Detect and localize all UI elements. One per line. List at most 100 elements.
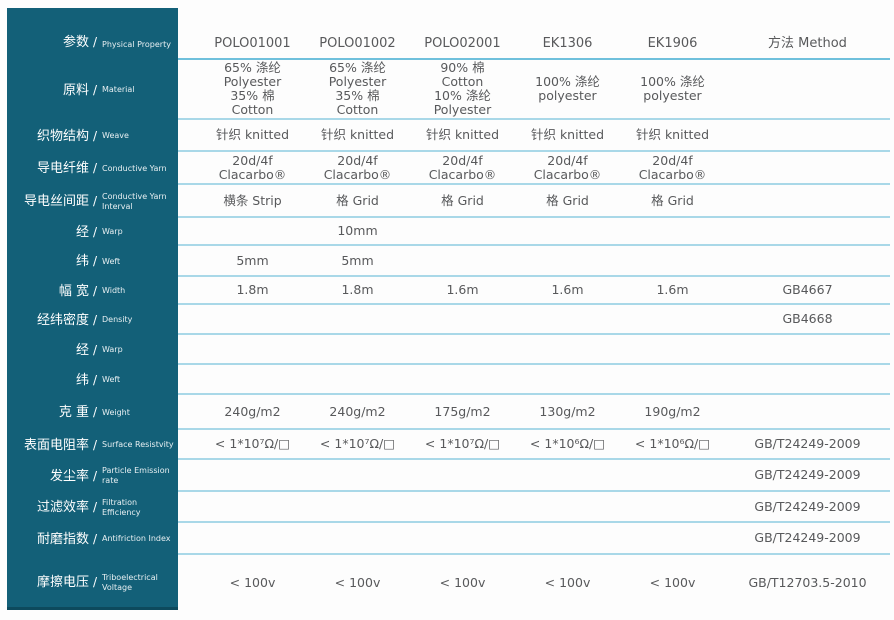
cell-conductive-yarn-interval-polo02001: 格 Grid bbox=[441, 192, 484, 208]
cell-filtration-efficiency-ek1906 bbox=[620, 492, 725, 521]
row-label-en-text: Conductive Yarn bbox=[102, 163, 167, 173]
row-label-separator: / bbox=[92, 283, 97, 298]
cell-material-ek1306: 100% 涤纶 polyester bbox=[535, 74, 600, 103]
cell-width-ek1906: 1.6m bbox=[656, 282, 689, 297]
row-label-zh: 导电丝间距 / bbox=[7, 194, 97, 209]
row-cells-weft-2 bbox=[178, 365, 890, 395]
row-label-zh: 摩擦电压 / bbox=[7, 575, 97, 590]
cell-width-method: GB4667 bbox=[782, 282, 833, 297]
row-label-zh-text: 导电纤维 bbox=[36, 161, 89, 176]
column-header-polo01001: POLO01001 bbox=[214, 36, 291, 51]
cell-weft-2-ek1906 bbox=[620, 365, 725, 393]
column-gap bbox=[178, 120, 200, 150]
row-label-zh: 导电纤维 / bbox=[7, 161, 97, 176]
row-label-zh: 纬 / bbox=[7, 254, 97, 269]
table-row-weight: 克 重 / Weight 240g/m2 240g/m2 175g/m2 130g/m2 19… bbox=[7, 395, 890, 430]
table-header-row: 参数 / Physical Property POLO01001 POLO01002 PO… bbox=[7, 8, 890, 60]
cell-weft-ek1906 bbox=[620, 246, 725, 275]
row-label-separator: / bbox=[92, 500, 97, 514]
cell-triboelectrical-voltage-polo02001: < 100v bbox=[439, 574, 486, 590]
cell-warp-2-method bbox=[725, 335, 890, 363]
column-gap bbox=[178, 218, 200, 244]
cell-filtration-efficiency-polo01002 bbox=[305, 492, 410, 521]
row-cells-weft: 5mm 5mm bbox=[178, 246, 890, 277]
row-cells-material: 65% 涤纶 Polyester 35% 棉 Cotton 65% 涤纶 Poly… bbox=[178, 60, 890, 120]
cell-weft-2-polo01002 bbox=[305, 365, 410, 393]
cell-antifriction-index-polo01001 bbox=[200, 523, 305, 553]
cell-triboelectrical-voltage-polo01001: < 100v bbox=[229, 574, 276, 590]
row-label-zh-text: 纬 bbox=[75, 372, 89, 388]
row-cells-filtration-efficiency: GB/T24249-2009 bbox=[178, 492, 890, 523]
row-label-weft-2: 纬 / Weft bbox=[7, 365, 178, 395]
cell-width-polo01002: 1.8m bbox=[341, 282, 374, 297]
row-label-separator: / bbox=[92, 128, 97, 143]
row-label-separator: / bbox=[92, 161, 97, 175]
column-gap bbox=[178, 185, 200, 216]
row-cells-weight: 240g/m2 240g/m2 175g/m2 130g/m2 190g/m2 bbox=[178, 395, 890, 430]
row-label-en-text: Physical Property bbox=[102, 40, 171, 49]
row-label-zh-text: 克 重 bbox=[58, 405, 89, 420]
row-label-filtration-efficiency: 过滤效率 / Filtration Efficiency bbox=[7, 492, 178, 523]
row-label-zh: 耐磨指数 / bbox=[7, 532, 97, 547]
column-gap bbox=[178, 152, 200, 183]
column-header-polo01002: POLO01002 bbox=[319, 36, 396, 51]
cell-conductive-yarn-polo01001: 20d/4f Clacarbo® bbox=[218, 152, 287, 182]
row-label-zh-text: 过滤效率 bbox=[36, 500, 89, 515]
row-label-en-text: Particle Emission rate bbox=[102, 466, 170, 485]
cell-surface-resistivity-ek1906: < 1*10⁶Ω/□ bbox=[634, 436, 711, 451]
row-label-separator: / bbox=[92, 312, 97, 327]
row-label-conductive-yarn: 导电纤维 / Conductive Yarn bbox=[7, 152, 178, 185]
cell-warp-method bbox=[725, 218, 890, 244]
table-row-density: 经纬密度 / Density GB4668 bbox=[7, 305, 890, 335]
row-cells-conductive-yarn: 20d/4f Clacarbo® 20d/4f Clacarbo® 20d/4f C… bbox=[178, 152, 890, 185]
row-label-en-text: Weight bbox=[102, 407, 130, 417]
row-label-zh-text: 发尘率 bbox=[49, 468, 89, 484]
row-label-zh: 经纬密度 / bbox=[7, 313, 97, 328]
cell-surface-resistivity-ek1306: < 1*10⁶Ω/□ bbox=[529, 436, 606, 451]
row-label-separator: / bbox=[92, 224, 97, 239]
cell-weight-polo02001: 175g/m2 bbox=[434, 403, 491, 419]
row-label-zh-text: 参数 bbox=[62, 35, 89, 50]
row-label-zh-text: 表面电阻率 bbox=[23, 437, 89, 453]
cell-density-ek1906 bbox=[620, 305, 725, 333]
row-cells-particle-emission-rate: GB/T24249-2009 bbox=[178, 460, 890, 492]
table-row-warp: 经 / Warp 10mm bbox=[7, 218, 890, 246]
cell-antifriction-index-polo02001 bbox=[410, 523, 515, 553]
sidebar-panel bbox=[7, 8, 178, 610]
row-label-en-text: Width bbox=[102, 286, 126, 295]
row-label-en-text: Antifriction Index bbox=[102, 534, 171, 543]
cell-warp-polo01001 bbox=[200, 218, 305, 244]
cell-warp-ek1306 bbox=[515, 218, 620, 244]
row-label-zh-text: 经 bbox=[75, 342, 89, 358]
cell-weft-method bbox=[725, 246, 890, 275]
cell-particle-emission-rate-method: GB/T24249-2009 bbox=[754, 467, 861, 482]
row-label-weave: 织物结构 / Weave bbox=[7, 120, 178, 152]
row-label-separator: / bbox=[92, 531, 97, 546]
row-label-separator: / bbox=[92, 82, 97, 97]
row-label-zh-text: 织物结构 bbox=[36, 128, 89, 144]
row-label-particle-emission-rate: 发尘率 / Particle Emission rate bbox=[7, 460, 178, 492]
cell-warp-2-polo02001 bbox=[410, 335, 515, 363]
table-row-surface-resistivity: 表面电阻率 / Surface Resistvity < 1*10⁷Ω/□ < 1*10… bbox=[7, 430, 890, 460]
spec-table: 参数 / Physical Property POLO01001 POLO01002 PO… bbox=[7, 8, 890, 610]
row-label-surface-resistivity: 表面电阻率 / Surface Resistvity bbox=[7, 430, 178, 460]
cell-antifriction-index-ek1906 bbox=[620, 523, 725, 553]
row-cells-width: 1.8m 1.8m 1.6m 1.6m 1.6m GB4667 bbox=[178, 277, 890, 305]
row-label-header: 参数 / Physical Property bbox=[7, 8, 178, 60]
cell-triboelectrical-voltage-ek1306: < 100v bbox=[544, 574, 591, 590]
column-gap bbox=[178, 305, 200, 333]
row-label-antifriction-index: 耐磨指数 / Antifriction Index bbox=[7, 523, 178, 555]
row-label-zh-text: 经纬密度 bbox=[36, 312, 89, 328]
cell-weave-method bbox=[725, 120, 890, 150]
row-label-separator: / bbox=[92, 437, 97, 452]
column-gap bbox=[178, 430, 200, 458]
row-label-warp-2: 经 / Warp bbox=[7, 335, 178, 365]
row-label-zh: 经 / bbox=[7, 343, 97, 358]
cell-weave-polo02001: 针织 knitted bbox=[425, 127, 500, 142]
table-row-particle-emission-rate: 发尘率 / Particle Emission rate GB/T24249-2009 bbox=[7, 460, 890, 492]
row-label-zh-text: 导电丝间距 bbox=[23, 194, 89, 209]
cell-weave-ek1306: 针织 knitted bbox=[530, 127, 605, 142]
cell-filtration-efficiency-method: GB/T24249-2009 bbox=[754, 498, 861, 514]
row-label-separator: / bbox=[92, 575, 97, 589]
cell-filtration-efficiency-ek1306 bbox=[515, 492, 620, 521]
